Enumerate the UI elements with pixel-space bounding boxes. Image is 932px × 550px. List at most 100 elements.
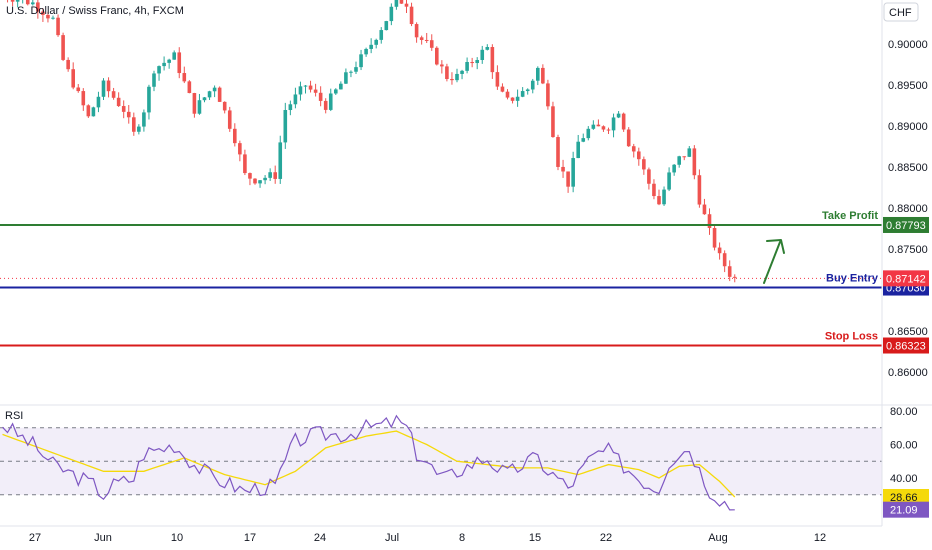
time-tick-label: 12 (814, 532, 826, 544)
price-tick-label: 0.88000 (888, 203, 928, 215)
time-tick-label: 10 (171, 532, 183, 544)
candle-body (379, 30, 384, 40)
candle-body (303, 85, 308, 87)
candle-body (76, 87, 81, 92)
rsi-ma-line (2, 430, 736, 498)
candle-body (561, 166, 565, 172)
rsi-tick-label: 60.00 (890, 440, 918, 452)
candle-body (389, 6, 394, 22)
rsi-tick-label: 80.00 (890, 406, 918, 418)
candle-body (248, 173, 252, 179)
candle-body (419, 37, 424, 40)
candle-body (611, 117, 616, 131)
candle-body (374, 39, 378, 45)
candle-body (667, 172, 671, 190)
candle-body (399, 0, 404, 4)
candle-body (15, 0, 20, 2)
candle-body (551, 106, 555, 138)
candle-body (227, 110, 232, 129)
rsi-label: RSI (5, 410, 23, 422)
candle-body (56, 17, 60, 36)
candle-body (334, 89, 338, 94)
price-tick-label: 0.89500 (888, 80, 928, 92)
time-tick-label: 24 (314, 532, 326, 544)
price-tick-label: 0.86500 (888, 326, 928, 338)
candle-body (323, 100, 328, 110)
candle-body (424, 39, 429, 41)
candle-body (510, 97, 515, 101)
candle-body (197, 100, 202, 114)
time-tick-label: 17 (244, 532, 256, 544)
candle-body (172, 52, 176, 60)
price-axis-ticks[interactable]: 0.90000 0.89500 0.89000 0.88500 0.88000 0.875… (888, 39, 928, 379)
candle-body (541, 67, 545, 84)
candle-body (455, 73, 459, 81)
candle-body (222, 101, 227, 111)
candle-body (409, 6, 414, 25)
candle-body (293, 94, 298, 105)
price-tick-label: 0.86000 (888, 367, 928, 379)
candle-body (177, 52, 182, 74)
candle-body (243, 154, 247, 174)
candle-body (71, 69, 75, 88)
candle-body (546, 83, 550, 107)
candle-body (631, 146, 636, 152)
candle-body (687, 148, 692, 157)
candle-body (162, 62, 166, 67)
candle-body (132, 117, 136, 132)
candle-body (66, 59, 70, 70)
candle-body (147, 86, 151, 113)
candle-body (263, 177, 267, 181)
candle-body (298, 86, 303, 95)
rsi-ma-value: 28.66 (890, 492, 918, 504)
candle-body (283, 110, 288, 143)
candle-body (278, 142, 283, 179)
candle-body (576, 141, 580, 159)
candle-body (121, 106, 126, 112)
candle-body (505, 91, 510, 98)
chart-title: U.S. Dollar / Swiss Franc, 4h, FXCM (6, 5, 184, 17)
candles (7, 0, 737, 283)
level-price-badge-label: 0.87793 (886, 220, 926, 232)
candle-body (445, 66, 449, 80)
candle-body (10, 0, 15, 2)
level-label: Take Profit (822, 210, 878, 222)
candle-body (202, 97, 207, 101)
candle-body (662, 189, 666, 205)
candle-body (61, 35, 65, 60)
candle-body (25, 0, 30, 5)
candle-body (450, 79, 454, 81)
candle-body (116, 97, 121, 107)
candle-body (51, 17, 55, 19)
time-tick-label: Aug (708, 532, 728, 544)
price-tick-label: 0.88500 (888, 162, 928, 174)
price-tick-label: 0.90000 (888, 39, 928, 51)
candle-body (288, 104, 293, 111)
candle-body (91, 107, 96, 117)
level-lines: Take Profit Buy Entry Stop Loss (0, 210, 882, 347)
candle-body (207, 91, 212, 98)
currency-badge[interactable] (883, 2, 919, 22)
candle-body (591, 124, 596, 129)
candle-body (212, 87, 217, 92)
candle-body (707, 214, 712, 229)
candle-body (339, 83, 343, 90)
current-price-label: 0.87142 (886, 273, 926, 285)
candle-body (556, 137, 560, 167)
candle-body (354, 67, 358, 72)
time-tick-label: 27 (29, 532, 41, 544)
candle-body (404, 3, 409, 7)
candle-body (480, 49, 485, 61)
candle-body (318, 92, 323, 101)
time-axis-ticks[interactable]: 27 Jun 10 17 24 Jul 8 15 22 Aug 12 (29, 532, 826, 544)
candle-body (571, 158, 575, 187)
up-arrow-annotation (763, 239, 785, 284)
candle-body (106, 80, 111, 92)
candle-body (152, 73, 156, 87)
candle-body (96, 96, 101, 108)
level-price-badge (883, 337, 929, 354)
candle-body (86, 105, 91, 117)
currency-label: CHF (889, 7, 912, 19)
